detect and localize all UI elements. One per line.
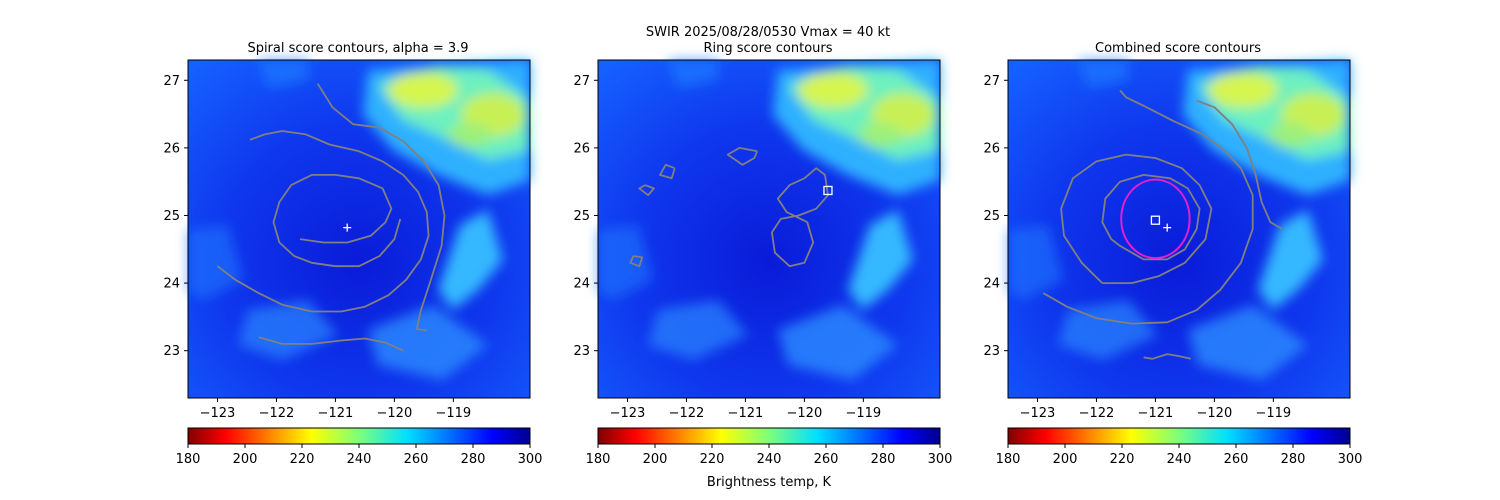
x-tick-label: −121 — [1138, 406, 1174, 421]
contour-line — [1042, 89, 1254, 325]
contour-line — [216, 130, 430, 313]
colorbar-gradient — [1007, 427, 1351, 445]
axes: −123 −122 −121 −120 −119 23 24 25 26 27 — [983, 74, 1291, 421]
y-tick-label: 23 — [983, 344, 1000, 359]
y-tick-label: 25 — [573, 209, 590, 224]
panel-combined: Combined score contours −123 −122 −121 −120… — [983, 41, 1362, 467]
x-tick-label: −121 — [728, 406, 764, 421]
colorbar-tick-label: 220 — [700, 452, 725, 467]
y-tick-label: 24 — [163, 277, 180, 292]
y-tick-label: 25 — [983, 209, 1000, 224]
colorbar-gradient — [187, 427, 531, 445]
colorbar-tick-label: 280 — [1281, 452, 1306, 467]
contour-layer — [629, 147, 833, 268]
panel-ring: Ring score contours −123 −122 −121 −120 −119… — [573, 41, 952, 490]
colorbar-label: Brightness temp, K — [707, 475, 832, 490]
colorbar-tick-label: 200 — [1053, 452, 1078, 467]
map-image — [1008, 60, 1350, 398]
center-plus-marker — [343, 223, 352, 232]
colorbar-tick-label: 200 — [643, 452, 668, 467]
map-image — [188, 60, 530, 398]
ring-fit — [1120, 178, 1191, 260]
colorbar-tick-label: 260 — [404, 452, 429, 467]
x-tick-label: −123 — [1020, 406, 1056, 421]
y-tick-label: 27 — [573, 74, 590, 89]
colorbar-tick-label: 220 — [1110, 452, 1135, 467]
contour-layer — [216, 83, 446, 352]
colorbar-tick-label: 180 — [176, 452, 201, 467]
x-tick-label: −120 — [787, 406, 823, 421]
contour-line — [638, 184, 655, 197]
plot-frame — [1007, 59, 1351, 399]
contour-line — [629, 255, 644, 268]
contour-line — [316, 83, 446, 332]
axes: −123 −122 −121 −120 −119 23 24 25 26 27 — [163, 74, 471, 421]
colorbar-tick-label: 280 — [461, 452, 486, 467]
colorbar-tick-label: 240 — [757, 452, 782, 467]
contour-layer — [1042, 89, 1283, 360]
y-tick-label: 24 — [983, 277, 1000, 292]
colorbar-tick-label: 180 — [996, 452, 1021, 467]
map-image — [598, 60, 940, 398]
panel-title: Ring score contours — [703, 41, 832, 56]
x-tick-label: −120 — [377, 406, 413, 421]
x-tick-label: −119 — [1255, 406, 1291, 421]
panel-title: Spiral score contours, alpha = 3.9 — [247, 41, 468, 56]
center-square-marker — [1150, 215, 1161, 225]
colorbar-tick-label: 300 — [518, 452, 543, 467]
x-tick-label: −122 — [669, 406, 705, 421]
plot-frame — [187, 59, 531, 399]
contour-line — [272, 174, 402, 268]
contour-line — [1060, 153, 1213, 284]
colorbar: 180 200 220 240 260 280 300 — [586, 427, 953, 467]
y-tick-label: 23 — [163, 344, 180, 359]
y-tick-label: 24 — [573, 277, 590, 292]
contour-line — [1196, 99, 1283, 230]
colorbar-tick-label: 260 — [1224, 452, 1249, 467]
colorbar-tick-label: 260 — [814, 452, 839, 467]
colorbar-tick-label: 300 — [928, 452, 953, 467]
colorbar-tick-label: 220 — [290, 452, 315, 467]
colorbar-tick-label: 180 — [586, 452, 611, 467]
contour-line — [726, 147, 759, 166]
contour-line — [659, 163, 676, 180]
x-tick-label: −122 — [259, 406, 295, 421]
y-tick-label: 23 — [573, 344, 590, 359]
colorbar-gradient — [597, 427, 941, 445]
colorbar: 180 200 220 240 260 280 300 — [176, 427, 543, 467]
y-tick-label: 27 — [163, 74, 180, 89]
colorbar-tick-label: 240 — [347, 452, 372, 467]
y-tick-label: 25 — [163, 209, 180, 224]
center-plus-marker — [1163, 223, 1172, 232]
colorbar: 180 200 220 240 260 280 300 — [996, 427, 1363, 467]
contour-line — [1101, 174, 1201, 261]
contour-line — [258, 336, 404, 352]
colorbar-tick-label: 200 — [233, 452, 258, 467]
center-square-marker — [823, 185, 833, 196]
x-tick-label: −119 — [435, 406, 471, 421]
axes: −123 −122 −121 −120 −119 23 24 25 26 27 — [573, 74, 881, 421]
figure-suptitle: SWIR 2025/08/28/0530 Vmax = 40 kt — [646, 25, 890, 40]
x-tick-label: −121 — [318, 406, 354, 421]
x-tick-label: −123 — [610, 406, 646, 421]
contour-line — [771, 167, 829, 268]
colorbar-tick-label: 300 — [1338, 452, 1363, 467]
colorbar-tick-label: 240 — [1167, 452, 1192, 467]
panel-spiral: Spiral score contours, alpha = 3.9 −123−… — [163, 41, 542, 467]
y-tick-label: 27 — [983, 74, 1000, 89]
colorbar-tick-label: 280 — [871, 452, 896, 467]
x-tick-label: −120 — [1197, 406, 1233, 421]
x-tick-label: −123 — [200, 406, 236, 421]
panel-title: Combined score contours — [1095, 41, 1261, 56]
y-tick-label: 26 — [573, 141, 590, 156]
contour-line — [1143, 353, 1192, 360]
x-tick-label: −119 — [845, 406, 881, 421]
y-tick-label: 26 — [983, 141, 1000, 156]
y-tick-label: 26 — [163, 141, 180, 156]
x-tick-label: −122 — [1079, 406, 1115, 421]
plot-frame — [597, 59, 941, 399]
